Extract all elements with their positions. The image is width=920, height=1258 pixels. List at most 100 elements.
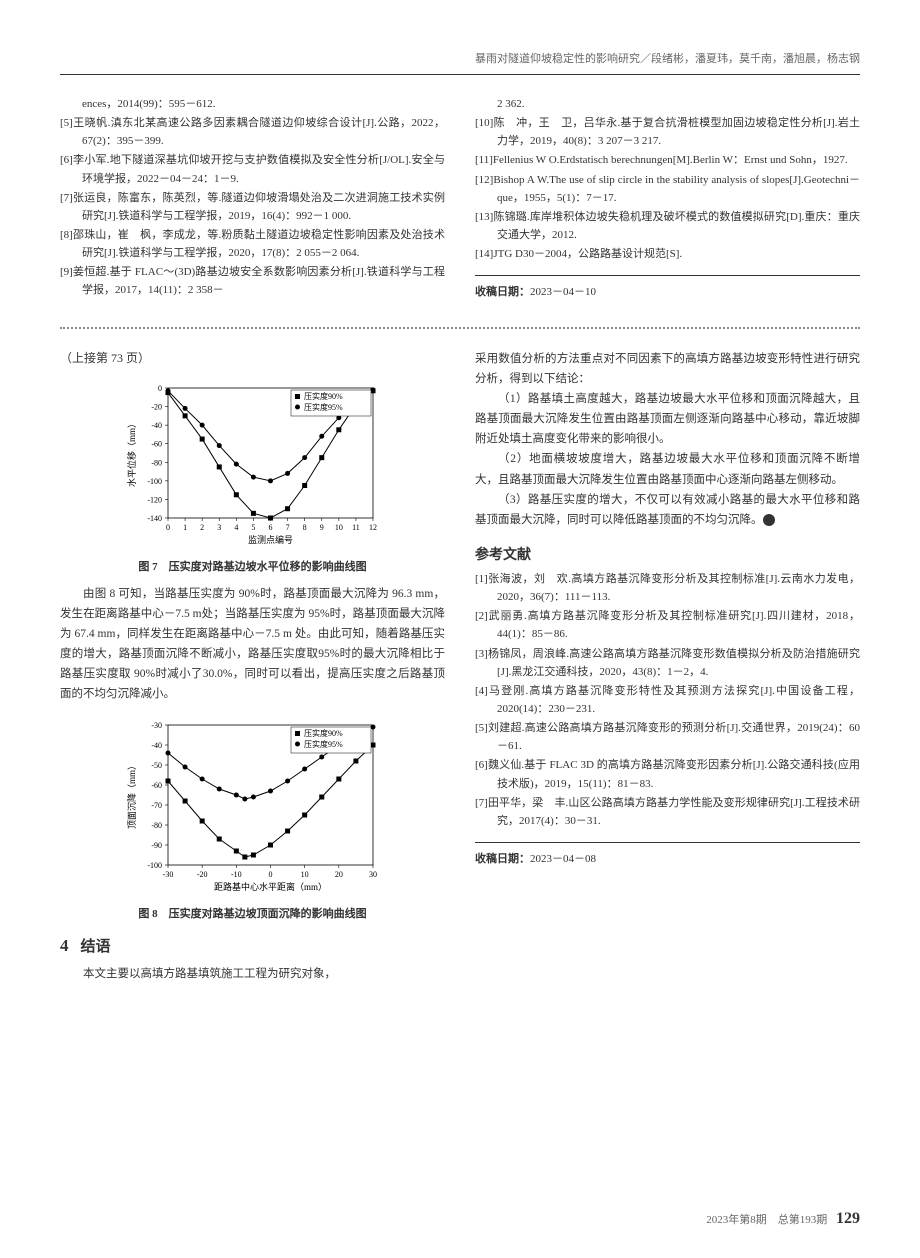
svg-text:0: 0	[166, 523, 170, 532]
svg-text:-100: -100	[147, 477, 162, 486]
reference-item: [11]Fellenius W O.Erdstatisch berechnung…	[475, 151, 860, 169]
date-value: 2023－04－10	[530, 286, 596, 298]
svg-text:顶面沉降（mm）: 顶面沉降（mm）	[126, 761, 137, 829]
bottom-left-column: （上接第 73 页） 0-20-40-60-80-100-120-1400123…	[60, 349, 445, 984]
reference-item: [8]邵珠山，崔 枫，李成龙，等.粉质黏土隧道边坡稳定性影响因素及处治技术研究[…	[60, 226, 445, 262]
chart-7-container: 0-20-40-60-80-100-120-140012345678910111…	[60, 376, 445, 550]
svg-text:3: 3	[217, 523, 221, 532]
svg-text:-50: -50	[151, 761, 162, 770]
reference-item: ences，2014(99)：595－612.	[60, 95, 445, 113]
divider	[475, 275, 860, 276]
svg-text:压实度90%: 压实度90%	[304, 728, 343, 738]
chart-8-caption: 图 8 压实度对路基边坡顶面沉降的影响曲线图	[60, 905, 445, 921]
reference-item: [12]Bishop A W.The use of slip circle in…	[475, 171, 860, 207]
reference-item: [10]陈 冲，王 卫，吕华永.基于复合抗滑桩模型加固边坡稳定性分析[J].岩土…	[475, 114, 860, 150]
receipt-date-1: 收稿日期：2023－04－10	[475, 284, 860, 302]
reference-item: [4]马登刚.高填方路基沉降变形特性及其预测方法探究[J].中国设备工程，202…	[475, 682, 860, 718]
top-references-section: ences，2014(99)：595－612.[5]王晓帆.滇东北某高速公路多因…	[60, 95, 860, 302]
chart-8: -30-40-50-60-70-80-90-100-30-20-10010203…	[123, 713, 383, 893]
svg-text:-20: -20	[151, 402, 162, 411]
page-header: 暴雨对隧道仰坡稳定性的影响研究／段绪彬，潘夏玮，莫千南，潘旭晨，杨志钢	[60, 50, 860, 75]
paragraph-5: （2）地面横坡坡度增大，路基边坡最大水平位移和顶面沉降不断增大，且路基顶面最大沉…	[475, 449, 860, 489]
reference-item: [13]陈锦璐.库岸堆积体边坡失稳机理及破坏模式的数值模拟研究[D].重庆：重庆…	[475, 208, 860, 244]
reference-item: [3]杨锦凤，周浪峰.高速公路高填方路基沉降变形数值模拟分析及防治措施研究[J]…	[475, 645, 860, 681]
reference-item: [14]JTG D30－2004，公路路基设计规范[S].	[475, 245, 860, 263]
divider-2	[475, 842, 860, 843]
svg-text:监测点编号: 监测点编号	[247, 534, 292, 545]
date-value-2: 2023－04－08	[530, 853, 596, 865]
chart-7-caption: 图 7 压实度对路基边坡水平位移的影响曲线图	[60, 558, 445, 574]
svg-text:压实度95%: 压实度95%	[304, 402, 343, 412]
reference-item: [6]魏义仙.基于 FLAC 3D 的高填方路基沉降变形因素分析[J].公路交通…	[475, 756, 860, 792]
svg-text:-40: -40	[151, 741, 162, 750]
svg-text:-90: -90	[151, 841, 162, 850]
svg-text:-60: -60	[151, 440, 162, 449]
svg-text:距路基中心水平距离（mm）: 距路基中心水平距离（mm）	[213, 881, 326, 892]
svg-text:-120: -120	[147, 495, 162, 504]
svg-text:-70: -70	[151, 801, 162, 810]
page-number: 129	[836, 1210, 860, 1227]
paragraph-2: 本文主要以高填方路基填筑施工工程为研究对象，	[60, 964, 445, 984]
svg-text:-80: -80	[151, 458, 162, 467]
reference-item: [5]王晓帆.滇东北某高速公路多因素耦合隧道边仰坡综合设计[J].公路，2022…	[60, 114, 445, 150]
reference-item: [1]张海波，刘 欢.高填方路基沉降变形分析及其控制标准[J].云南水力发电，2…	[475, 570, 860, 606]
svg-text:7: 7	[285, 523, 289, 532]
reference-item: [6]李小军.地下隧道深基坑仰坡开挖与支护数值模拟及安全性分析[J/OL].安全…	[60, 151, 445, 187]
bottom-right-column: 采用数值分析的方法重点对不同因素下的高填方路基边坡变形特性进行研究分析，得到以下…	[475, 349, 860, 984]
svg-text:压实度90%: 压实度90%	[304, 391, 343, 401]
section-num: 4	[60, 936, 69, 955]
footer-text: 2023年第8期 总第193期	[706, 1214, 827, 1226]
svg-text:10: 10	[334, 523, 342, 532]
svg-text:-60: -60	[151, 781, 162, 790]
svg-text:-80: -80	[151, 821, 162, 830]
paragraph-1: 由图 8 可知，当路基压实度为 90%时，路基顶面最大沉降为 96.3 mm，发…	[60, 584, 445, 705]
section-4-title: 4 结语	[60, 935, 445, 956]
svg-text:8: 8	[302, 523, 306, 532]
paragraph-6: （3）路基压实度的增大，不仅可以有效减小路基的最大水平位移和路基顶面最大沉降，同…	[475, 490, 860, 530]
svg-text:0: 0	[268, 870, 272, 879]
svg-text:0: 0	[158, 384, 162, 393]
receipt-date-2: 收稿日期：2023－04－08	[475, 851, 860, 869]
section-title-text: 结语	[81, 939, 111, 955]
date-label: 收稿日期：	[475, 286, 530, 298]
reference-item: [5]刘建超.高速公路高填方路基沉降变形的预测分析[J].交通世界，2019(2…	[475, 719, 860, 755]
continue-note: （上接第 73 页）	[60, 349, 445, 366]
date-label-2: 收稿日期：	[475, 853, 530, 865]
svg-text:-140: -140	[147, 514, 162, 523]
paragraph-3: 采用数值分析的方法重点对不同因素下的高填方路基边坡变形特性进行研究分析，得到以下…	[475, 349, 860, 389]
svg-text:2: 2	[200, 523, 204, 532]
svg-text:20: 20	[334, 870, 342, 879]
svg-text:30: 30	[369, 870, 377, 879]
svg-text:12: 12	[369, 523, 377, 532]
svg-text:-100: -100	[147, 861, 162, 870]
chart-7: 0-20-40-60-80-100-120-140012345678910111…	[123, 376, 383, 546]
top-left-column: ences，2014(99)：595－612.[5]王晓帆.滇东北某高速公路多因…	[60, 95, 445, 302]
svg-text:1: 1	[183, 523, 187, 532]
references-heading: 参考文献	[475, 544, 860, 564]
svg-text:5: 5	[251, 523, 255, 532]
dotted-divider	[60, 327, 860, 329]
svg-text:-10: -10	[230, 870, 241, 879]
svg-text:水平位移（mm）: 水平位移（mm）	[126, 419, 137, 487]
svg-text:6: 6	[268, 523, 272, 532]
svg-text:-30: -30	[151, 721, 162, 730]
reference-item: [7]张运良，陈富东，陈英烈，等.隧道边仰坡滑塌处治及二次进洞施工技术实例研究[…	[60, 189, 445, 225]
svg-text:压实度95%: 压实度95%	[304, 739, 343, 749]
page-footer: 2023年第8期 总第193期 129	[706, 1210, 860, 1228]
svg-text:4: 4	[234, 523, 238, 532]
top-right-column: 2 362.[10]陈 冲，王 卫，吕华永.基于复合抗滑桩模型加固边坡稳定性分析…	[475, 95, 860, 302]
svg-text:10: 10	[300, 870, 308, 879]
end-icon	[763, 514, 775, 526]
svg-text:9: 9	[319, 523, 323, 532]
svg-text:-20: -20	[196, 870, 207, 879]
paragraph-4: （1）路基填土高度越大，路基边坡最大水平位移和顶面沉降越大，且路基顶面最大沉降发…	[475, 389, 860, 449]
svg-text:-30: -30	[162, 870, 173, 879]
svg-text:-40: -40	[151, 421, 162, 430]
chart-8-container: -30-40-50-60-70-80-90-100-30-20-10010203…	[60, 713, 445, 897]
bottom-section: （上接第 73 页） 0-20-40-60-80-100-120-1400123…	[60, 349, 860, 984]
reference-item: [9]姜恒超.基于 FLAC～(3D)路基边坡安全系数影响因素分析[J].铁道科…	[60, 263, 445, 299]
reference-item: [7]田平华，梁 丰.山区公路高填方路基力学性能及变形规律研究[J].工程技术研…	[475, 794, 860, 830]
reference-item: 2 362.	[475, 95, 860, 113]
svg-text:11: 11	[352, 523, 360, 532]
reference-item: [2]武丽勇.高填方路基沉降变形分析及其控制标准研究[J].四川建材，2018，…	[475, 607, 860, 643]
